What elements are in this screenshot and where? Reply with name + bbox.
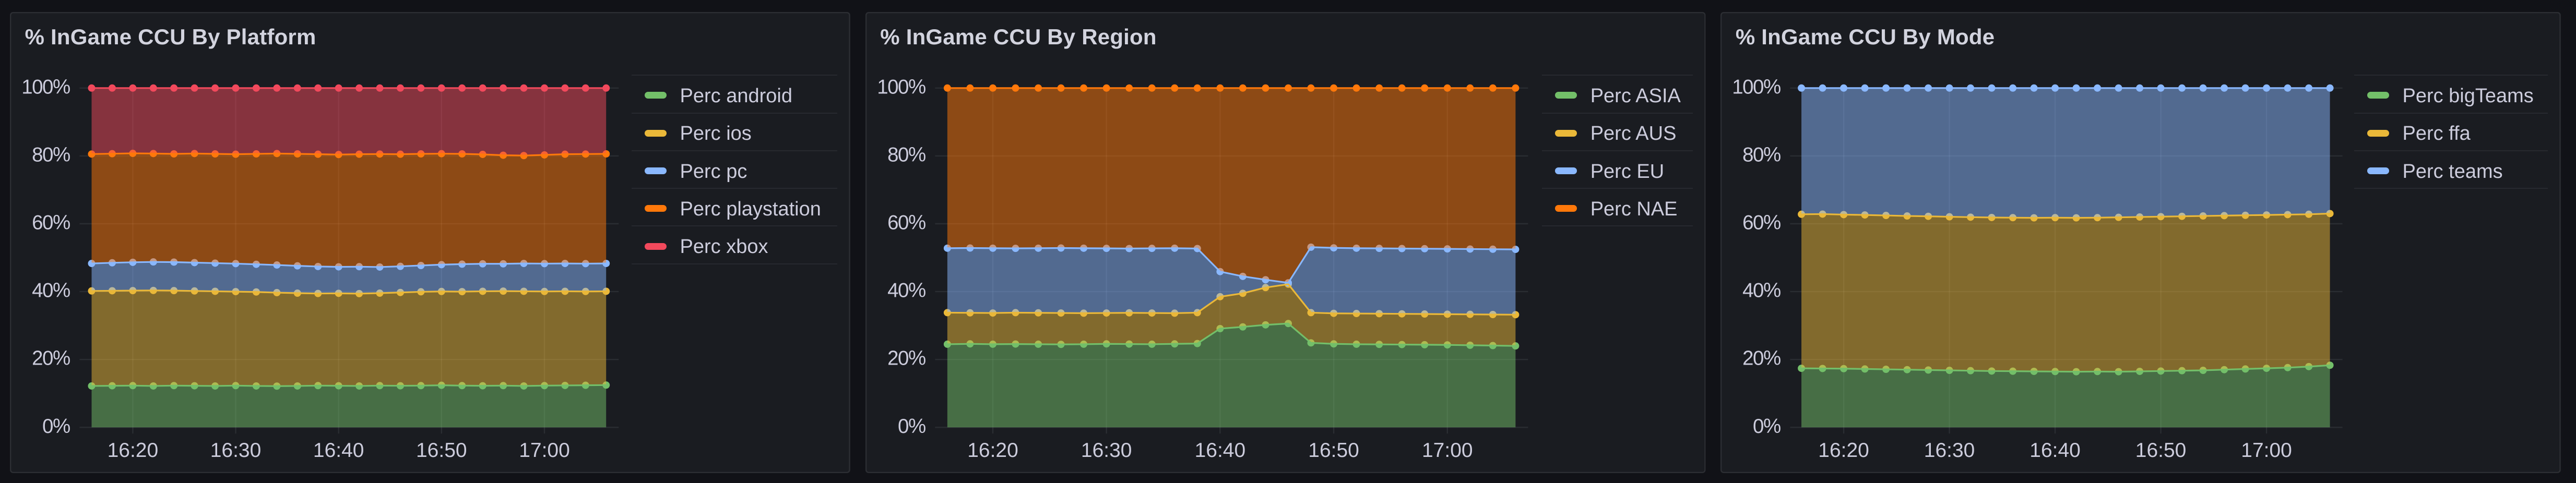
svg-text:16:30: 16:30: [1081, 439, 1132, 462]
svg-text:16:50: 16:50: [416, 439, 467, 462]
svg-text:40%: 40%: [32, 279, 70, 301]
svg-text:0%: 0%: [1753, 415, 1780, 438]
svg-text:0%: 0%: [42, 415, 70, 438]
svg-text:20%: 20%: [32, 347, 70, 369]
svg-text:60%: 60%: [1742, 211, 1780, 234]
svg-text:20%: 20%: [887, 347, 925, 369]
svg-text:17:00: 17:00: [1422, 439, 1473, 462]
svg-text:20%: 20%: [1742, 347, 1780, 369]
svg-text:0%: 0%: [898, 415, 925, 438]
svg-text:16:50: 16:50: [2135, 439, 2187, 462]
svg-text:100%: 100%: [21, 76, 70, 98]
svg-text:60%: 60%: [32, 211, 70, 234]
svg-text:80%: 80%: [887, 143, 925, 166]
svg-text:16:30: 16:30: [1924, 439, 1975, 462]
svg-text:100%: 100%: [877, 76, 925, 98]
svg-text:16:30: 16:30: [210, 439, 262, 462]
svg-text:100%: 100%: [1732, 76, 1781, 98]
svg-text:16:20: 16:20: [967, 439, 1018, 462]
svg-text:16:40: 16:40: [313, 439, 364, 462]
svg-text:40%: 40%: [1742, 279, 1780, 301]
svg-text:60%: 60%: [887, 211, 925, 234]
svg-text:16:40: 16:40: [1194, 439, 1245, 462]
svg-text:17:00: 17:00: [2241, 439, 2293, 462]
svg-text:17:00: 17:00: [519, 439, 570, 462]
svg-text:16:20: 16:20: [108, 439, 159, 462]
svg-text:80%: 80%: [1742, 143, 1780, 166]
svg-text:16:20: 16:20: [1819, 439, 1870, 462]
svg-text:80%: 80%: [32, 143, 70, 166]
svg-text:40%: 40%: [887, 279, 925, 301]
svg-text:16:40: 16:40: [2030, 439, 2081, 462]
svg-text:16:50: 16:50: [1308, 439, 1359, 462]
